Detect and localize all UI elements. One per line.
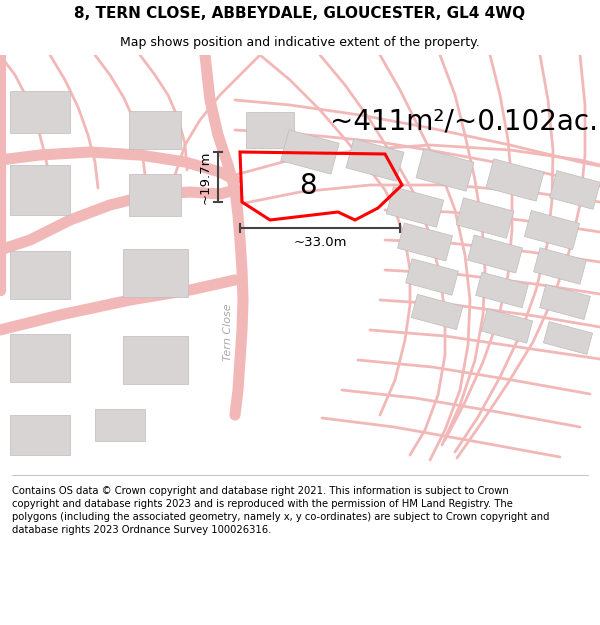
Text: ~411m²/~0.102ac.: ~411m²/~0.102ac. <box>330 107 598 135</box>
Polygon shape <box>122 336 187 384</box>
Polygon shape <box>122 249 187 297</box>
Text: ~33.0m: ~33.0m <box>293 236 347 249</box>
Polygon shape <box>533 248 586 284</box>
Polygon shape <box>524 211 580 249</box>
Polygon shape <box>397 223 452 261</box>
Polygon shape <box>467 235 523 273</box>
Polygon shape <box>95 409 145 441</box>
Polygon shape <box>129 111 181 149</box>
Polygon shape <box>346 139 404 181</box>
Polygon shape <box>411 294 463 329</box>
Polygon shape <box>10 251 70 299</box>
Polygon shape <box>456 198 514 238</box>
Polygon shape <box>10 91 70 133</box>
Text: 8, TERN CLOSE, ABBEYDALE, GLOUCESTER, GL4 4WQ: 8, TERN CLOSE, ABBEYDALE, GLOUCESTER, GL… <box>74 6 526 21</box>
Polygon shape <box>10 165 70 215</box>
Polygon shape <box>10 415 70 455</box>
Polygon shape <box>550 171 600 209</box>
Polygon shape <box>481 309 533 343</box>
Polygon shape <box>10 334 70 382</box>
Polygon shape <box>544 321 593 354</box>
Polygon shape <box>386 187 444 228</box>
Polygon shape <box>129 174 181 216</box>
Text: Map shows position and indicative extent of the property.: Map shows position and indicative extent… <box>120 36 480 49</box>
Text: Contains OS data © Crown copyright and database right 2021. This information is : Contains OS data © Crown copyright and d… <box>12 486 550 535</box>
Polygon shape <box>406 259 458 295</box>
Text: 8: 8 <box>299 172 317 200</box>
Polygon shape <box>416 149 474 191</box>
Text: ~19.7m: ~19.7m <box>199 150 212 204</box>
Polygon shape <box>539 284 590 319</box>
Polygon shape <box>281 130 339 174</box>
Polygon shape <box>476 272 528 308</box>
Polygon shape <box>486 159 544 201</box>
Polygon shape <box>246 112 294 148</box>
Text: Tern Close: Tern Close <box>223 303 233 361</box>
